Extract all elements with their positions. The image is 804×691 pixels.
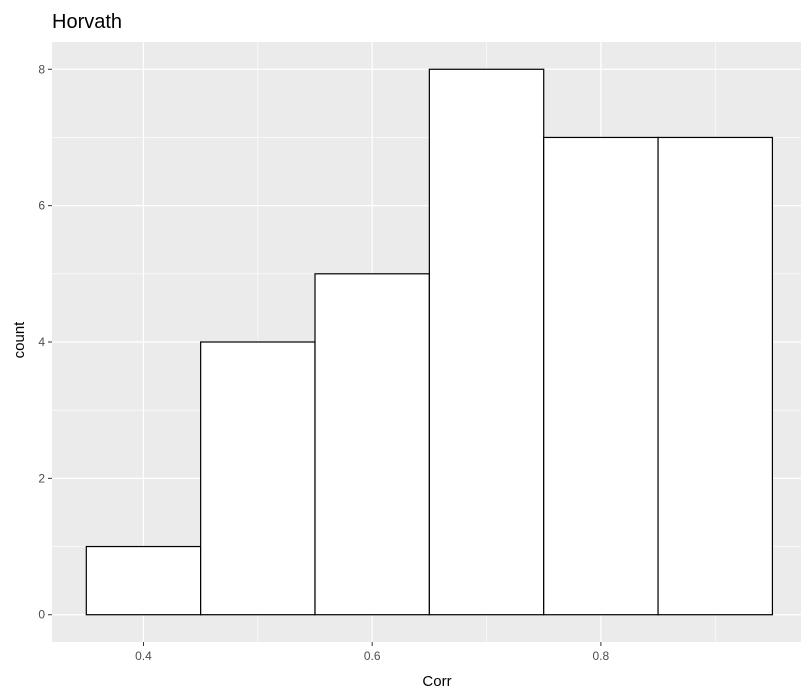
x-axis-title: Corr [422,673,451,690]
x-tick-label: 0.6 [364,649,381,663]
chart-title: Horvath [52,11,122,33]
histogram-bar [200,341,316,616]
histogram-bar [657,136,774,616]
x-axis-ticks: 0.4 0.6 0.8 [135,642,610,663]
histogram-bar [85,545,202,616]
y-tick-label: 4 [38,335,45,349]
x-tick-label: 0.4 [135,649,152,663]
y-axis-title: count [11,321,28,359]
histogram-bar [314,273,430,616]
x-tick-label: 0.8 [593,649,610,663]
y-tick-label: 2 [38,471,45,485]
y-tick-label: 0 [38,608,45,622]
bars [85,68,774,616]
histogram-bar [428,68,545,616]
y-axis-ticks: 0 2 4 6 8 [38,62,52,622]
y-tick-label: 8 [38,62,45,76]
y-tick-label: 6 [38,199,45,213]
histogram-bar [543,136,659,616]
